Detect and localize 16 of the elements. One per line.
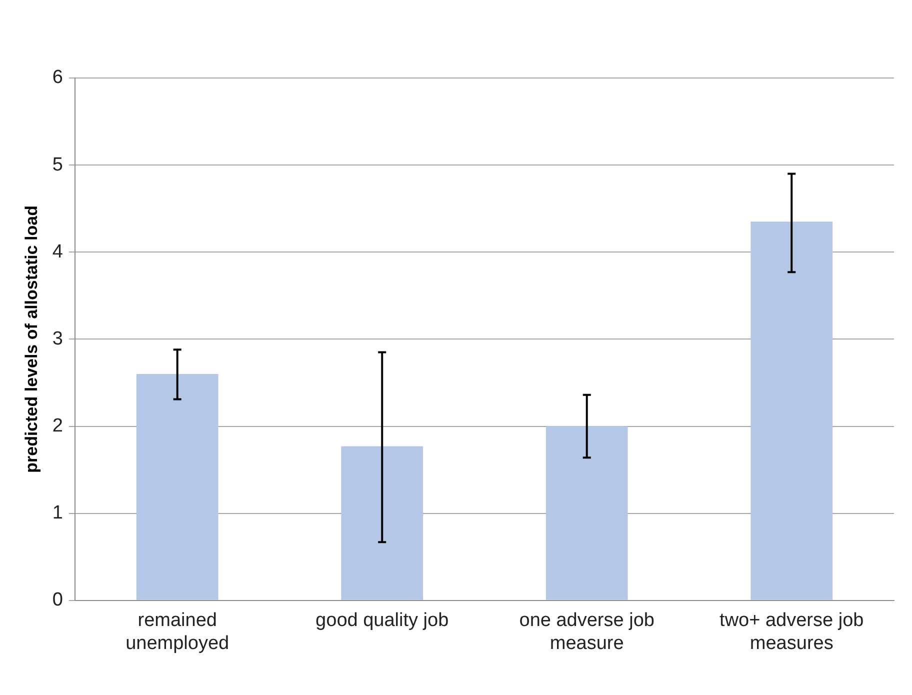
- y-tick-label: 1: [52, 502, 63, 524]
- x-tick-label: one adverse job measure: [519, 610, 654, 654]
- bar: [750, 222, 833, 600]
- y-tick-label: 4: [52, 241, 64, 262]
- bar: [136, 374, 218, 600]
- y-tick-label: 2: [52, 416, 63, 436]
- bar: [341, 446, 424, 600]
- x-tick-label: remained unemployed: [126, 610, 230, 654]
- y-tick-label: 5: [52, 154, 63, 176]
- bar: [546, 426, 628, 600]
- x-tick-label: good quality job: [316, 610, 449, 632]
- y-tick-label: 6: [52, 67, 63, 88]
- y-tick-label: 0: [52, 590, 63, 611]
- x-tick-label: two+ adverse job measures: [720, 610, 864, 654]
- y-tick-label: 3: [52, 328, 63, 350]
- y-axis-title: predicted levels of allostatic load: [22, 206, 41, 473]
